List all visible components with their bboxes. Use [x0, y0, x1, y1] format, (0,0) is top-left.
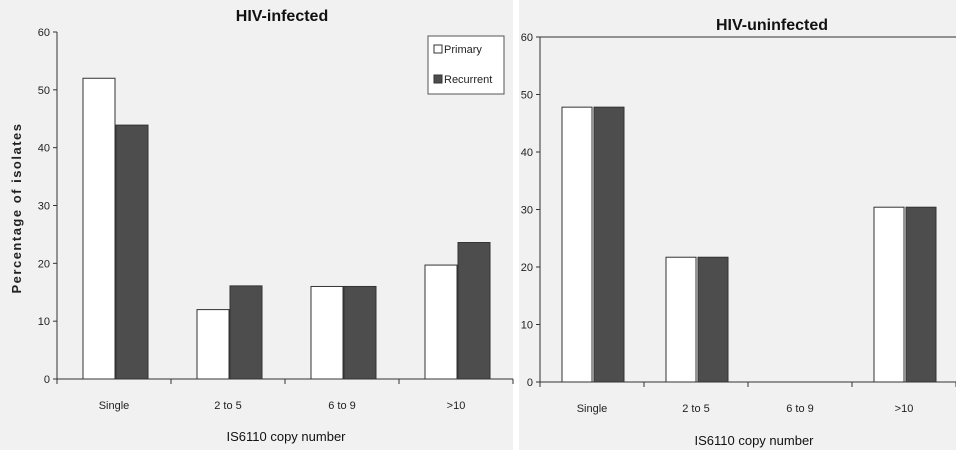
bar-recurrent	[905, 206, 937, 383]
y-tick-label: 0	[527, 377, 533, 389]
y-tick-label: 10	[38, 316, 50, 328]
bar-recurrent	[457, 242, 491, 380]
y-tick-label: 0	[44, 374, 50, 386]
bar-recurrent	[229, 285, 263, 380]
y-tick-label: 30	[521, 205, 533, 217]
bar-recurrent	[115, 124, 149, 380]
y-tick-label: 50	[38, 85, 50, 97]
bar-recurrent	[343, 285, 377, 380]
x-tick-label: Single	[99, 400, 130, 412]
y-tick-label: 30	[38, 201, 50, 213]
y-tick-label: 40	[521, 147, 533, 159]
legend-swatch-primary	[433, 44, 443, 54]
x-tick-label: >10	[447, 400, 466, 412]
y-tick-label: 60	[521, 32, 533, 44]
panel-divider	[513, 0, 519, 450]
y-tick-label: 60	[38, 27, 50, 39]
chart-title: HIV-uninfected	[716, 17, 828, 34]
y-tick-label: 20	[38, 258, 50, 270]
x-axis-label: IS6110 copy number	[227, 429, 347, 444]
y-tick-label: 10	[521, 320, 533, 332]
x-tick-label: 6 to 9	[328, 400, 356, 412]
x-tick-label: 6 to 9	[786, 403, 814, 415]
bar-primary	[665, 256, 697, 383]
chart-hiv-infected: HIV-infected Percentage of isolates IS61…	[9, 8, 514, 444]
x-tick-label: Single	[577, 403, 608, 415]
legend-label-primary: Primary	[444, 44, 482, 56]
legend-swatch-recurrent	[433, 74, 443, 84]
y-axis-label: Percentage of isolates	[9, 123, 24, 294]
x-tick-label: 2 to 5	[214, 400, 242, 412]
x-tick-label: >10	[895, 403, 914, 415]
x-axis-label: IS6110 copy number	[695, 433, 815, 448]
y-tick-label: 40	[38, 143, 50, 155]
bar-recurrent	[593, 106, 625, 383]
bar-primary	[82, 77, 116, 380]
y-tick-label: 50	[521, 90, 533, 102]
y-tick-label: 20	[521, 262, 533, 274]
bar-primary	[196, 309, 230, 380]
bar-primary	[424, 264, 458, 380]
legend-label-recurrent: Recurrent	[444, 74, 492, 86]
bar-primary	[310, 285, 344, 380]
legend: Primary Recurrent	[427, 35, 505, 95]
chart-title: HIV-infected	[236, 8, 328, 25]
bar-recurrent	[697, 256, 729, 383]
chart-hiv-uninfected: HIV-uninfected IS6110 copy number 0 10 20 3…	[521, 17, 956, 448]
bar-primary	[561, 106, 593, 383]
bar-primary	[873, 206, 905, 383]
x-tick-label: 2 to 5	[682, 403, 710, 415]
